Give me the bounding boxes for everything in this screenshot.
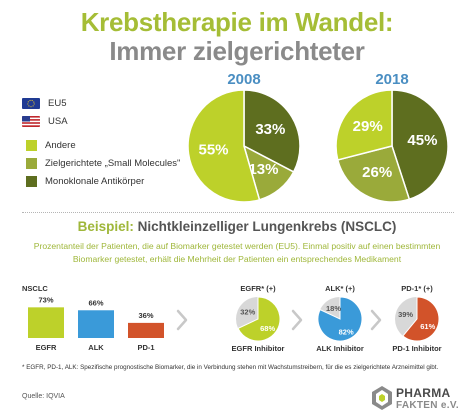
pie-chart-2008: 33% 13% 55% — [187, 89, 301, 203]
legend-label-andere: Andere — [45, 140, 76, 151]
logo-text-fakten: FAKTEN e.V. — [396, 400, 459, 411]
pie-label-45: 45% — [407, 132, 437, 149]
pie-slice-monoklonale — [391, 89, 449, 201]
eu-flag-icon — [22, 98, 40, 109]
small-pie-other-label: 39% — [398, 310, 413, 319]
logo-text-pharma: PHARMA — [396, 386, 451, 400]
bar-chart-nsclc: 73% EGFR 66% ALK 36% PD-1 — [28, 295, 164, 352]
pie-label-13: 13% — [248, 161, 278, 178]
small-pie-other-label: 18% — [326, 304, 341, 313]
legend-item-eu5: EU5 — [22, 98, 66, 109]
legend-item-monoclonal: Monoklonale Antikörper — [26, 176, 144, 187]
small-pie-charts: 68% 32% 82% 18% 61% 39% — [236, 296, 440, 342]
small-pie-other-label: 32% — [240, 308, 255, 317]
example-heading: Beispiel: Nichtkleinzelliger Lungenkrebs… — [0, 219, 474, 234]
bar-pd-1 — [128, 322, 164, 338]
legend: EU5 — [22, 98, 66, 109]
chevron-right-icon — [291, 309, 303, 331]
small-pie-inhibitor-label: 61% — [420, 322, 435, 331]
year-2008-label: 2008 — [227, 71, 261, 88]
egfr-pie-title: EGFR* (+) — [240, 284, 276, 293]
bar-egfr — [28, 307, 64, 338]
pd1-pie-caption: PD-1 Inhibitor — [392, 344, 442, 353]
small-pie-inhibitor-label: 82% — [339, 328, 354, 337]
bar-value-label: 73% — [38, 295, 53, 304]
page-subtitle: Immer zielgerichteter — [109, 36, 365, 66]
alk-pie-caption: ALK Inhibitor — [316, 344, 364, 353]
pie-slice-monoklonale — [243, 89, 301, 173]
legend-swatch-monoclonal — [26, 176, 37, 187]
pie-label-55: 55% — [198, 141, 228, 158]
small-pie-inhibitor-slice — [317, 296, 363, 342]
legend-label-usa: USA — [48, 116, 68, 127]
source: Quelle: IQVIA — [22, 393, 65, 400]
pie-slice-zielgerichtete — [336, 145, 411, 203]
legend-label-monoclonal: Monoklonale Antikörper — [45, 176, 145, 187]
egfr-pie-caption: EGFR Inhibitor — [231, 344, 285, 353]
chevron-right-icon — [370, 309, 382, 331]
bar-alk — [78, 310, 114, 338]
legend-swatch-small-molecules — [26, 158, 37, 169]
page-title: Krebstherapie im Wandel: — [80, 7, 394, 37]
legend-swatch-andere — [26, 140, 37, 151]
small-pie-inhibitor-slice — [402, 296, 440, 342]
alk-pie-title: ALK* (+) — [325, 284, 355, 293]
small-pie-inhibitor-label: 68% — [260, 324, 275, 333]
legend-label-small-molecules: Zielgerichtete „Small Molecules" — [45, 158, 181, 169]
example-label: Beispiel: — [77, 219, 134, 234]
arrows — [176, 309, 382, 331]
pie-label-29: 29% — [353, 118, 383, 135]
nsclc-label: NSCLC — [22, 284, 48, 293]
legend-item-small-molecules: Zielgerichtete „Small Molecules" — [26, 158, 180, 169]
pie-chart-2018: 45% 26% 29% — [335, 89, 449, 203]
bar-value-label: 36% — [138, 311, 153, 320]
pd1-pie-title: PD-1* (+) — [401, 284, 433, 293]
pie-label-26: 26% — [362, 164, 392, 181]
bar-category-label: ALK — [88, 343, 104, 352]
small-pie-inhibitor-slice — [237, 296, 281, 342]
legend-item-andere: Andere — [26, 140, 76, 151]
chevron-right-icon — [176, 309, 188, 331]
usa-flag-icon — [22, 116, 40, 127]
example-description: Prozentanteil der Patienten, die auf Bio… — [33, 241, 441, 264]
example-text: Nichtkleinzelliger Lungenkrebs (NSCLC) — [137, 219, 397, 234]
pie-label-33: 33% — [255, 121, 285, 138]
section-divider — [22, 212, 454, 213]
legend-label-eu5: EU5 — [48, 98, 67, 109]
bar-category-label: PD-1 — [137, 343, 154, 352]
pie-slice-andere — [335, 89, 393, 161]
year-2018-label: 2018 — [375, 71, 409, 88]
pie-slice-andere — [187, 89, 261, 203]
bar-value-label: 66% — [88, 298, 103, 307]
legend-item-usa: USA — [22, 116, 68, 127]
footnote: * EGFR, PD-1, ALK: Spezifische prognosti… — [22, 364, 439, 371]
bar-category-label: EGFR — [36, 343, 57, 352]
pharma-fakten-logo-icon — [372, 386, 392, 410]
